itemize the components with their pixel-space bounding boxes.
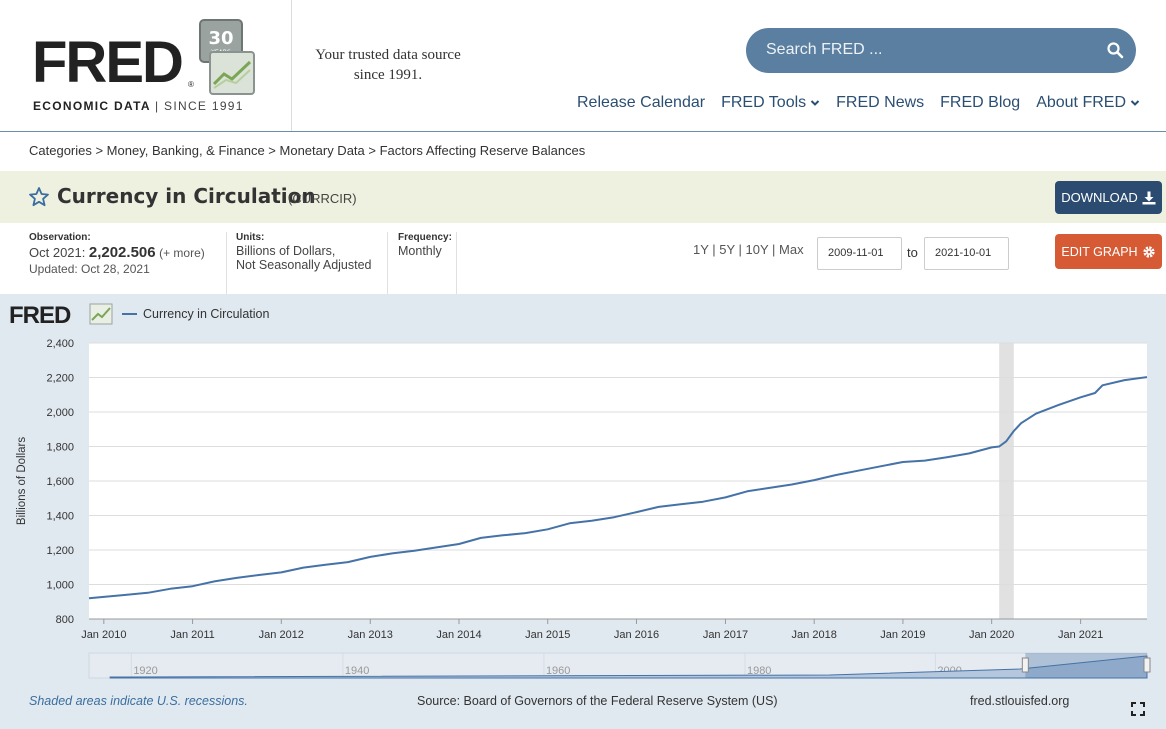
y-tick-label: 2,200 bbox=[46, 373, 74, 385]
units-block: Units: Billions of Dollars, Not Seasonal… bbox=[226, 232, 386, 294]
fred-logo[interactable]: FRED ® 30 YEARS ECONOMIC DATA | SINCE 19… bbox=[0, 0, 292, 131]
y-tick-label: 1,000 bbox=[46, 580, 74, 592]
main-nav: Release Calendar FRED Tools FRED News FR… bbox=[577, 94, 1140, 112]
start-date-input[interactable]: 2009-11-01 bbox=[817, 237, 902, 270]
navigator-selection bbox=[1025, 653, 1147, 678]
range-selector[interactable]: 1Y | 5Y | 10Y | Max bbox=[693, 242, 804, 257]
x-tick-label: Jan 2020 bbox=[969, 629, 1014, 641]
star-icon[interactable] bbox=[28, 186, 50, 208]
nav-fred-tools[interactable]: FRED Tools bbox=[721, 94, 820, 112]
fred-graph-icon bbox=[89, 303, 113, 325]
recession-note: Shaded areas indicate U.S. recessions. bbox=[29, 694, 248, 708]
x-tick-label: Jan 2017 bbox=[703, 629, 748, 641]
edit-graph-button[interactable]: EDIT GRAPH bbox=[1055, 234, 1162, 269]
y-tick-label: 1,400 bbox=[46, 511, 74, 523]
x-tick-label: Jan 2016 bbox=[614, 629, 659, 641]
y-axis-label: Billions of Dollars bbox=[16, 437, 28, 525]
navigator-label: 1960 bbox=[546, 665, 570, 677]
series-title-band: Currency in Circulation (CURRCIR) DOWNLO… bbox=[0, 171, 1166, 223]
navigator-series-area bbox=[109, 655, 1148, 679]
thirty-years-badge-icon: 30 YEARS bbox=[199, 19, 255, 95]
to-label: to bbox=[907, 245, 918, 260]
download-icon bbox=[1142, 191, 1156, 204]
line-chart[interactable]: 800 1,000 1,200 1,400 1,600 1,800 2,000 2,200 2,… bbox=[0, 294, 1166, 729]
registered-mark: ® bbox=[188, 80, 194, 89]
legend-label: Currency in Circulation bbox=[143, 307, 270, 321]
site-url[interactable]: fred.stlouisfed.org bbox=[970, 694, 1070, 708]
x-tick-label: Jan 2014 bbox=[436, 629, 481, 641]
observation-block: Observation: Oct 2021: 2,202.506 (+ more… bbox=[29, 232, 225, 294]
x-tick-label: Jan 2010 bbox=[81, 629, 126, 641]
legend-swatch bbox=[122, 313, 137, 315]
x-tick-label: Jan 2021 bbox=[1058, 629, 1103, 641]
y-tick-label: 2,400 bbox=[46, 338, 74, 350]
nav-fred-news[interactable]: FRED News bbox=[836, 94, 925, 111]
x-tick-label: Jan 2012 bbox=[259, 629, 304, 641]
fullscreen-icon[interactable] bbox=[1131, 702, 1145, 716]
navigator-label: 1920 bbox=[133, 665, 157, 677]
page-title: Currency in Circulation bbox=[57, 184, 316, 208]
graph-fred-logo: FRED bbox=[9, 302, 71, 329]
series-line-currency-in-circulation bbox=[88, 376, 1148, 600]
search-input[interactable]: Search FRED ... bbox=[746, 28, 1136, 73]
nav-release-calendar[interactable]: Release Calendar bbox=[577, 94, 706, 111]
observation-date: Oct 2021: bbox=[29, 245, 86, 260]
navigator-label: 1980 bbox=[747, 665, 771, 677]
x-tick-label: Jan 2011 bbox=[170, 629, 214, 641]
observation-value: 2,202.506 bbox=[88, 244, 156, 261]
logo-wordmark: FRED bbox=[32, 30, 184, 95]
graph-panel: 800 1,000 1,200 1,400 1,600 1,800 2,000 2,200 2,… bbox=[0, 294, 1166, 729]
series-meta: Observation: Oct 2021: 2,202.506 (+ more… bbox=[0, 224, 1166, 302]
gear-icon bbox=[1142, 245, 1155, 258]
tagline: Your trusted data source since 1991. bbox=[315, 47, 461, 83]
logo-subtitle: ECONOMIC DATA | SINCE 1991 bbox=[33, 99, 244, 113]
frequency-block: Frequency: Monthly bbox=[387, 232, 457, 302]
source-note: Source: Board of Governors of the Federa… bbox=[417, 694, 778, 708]
download-button[interactable]: DOWNLOAD bbox=[1055, 181, 1162, 214]
y-tick-label: 1,800 bbox=[46, 442, 74, 454]
y-tick-label: 1,600 bbox=[46, 476, 74, 488]
breadcrumb[interactable]: Categories > Money, Banking, & Finance >… bbox=[29, 143, 586, 158]
nav-about-fred[interactable]: About FRED bbox=[1036, 94, 1140, 112]
x-tick-label: Jan 2013 bbox=[348, 629, 393, 641]
navigator-handle[interactable] bbox=[1021, 657, 1029, 673]
chevron-down-icon bbox=[810, 100, 820, 106]
chart-legend: Currency in Circulation bbox=[122, 307, 269, 321]
svg-text:30: 30 bbox=[208, 28, 233, 49]
search-placeholder: Search FRED ... bbox=[766, 41, 883, 58]
y-tick-label: 1,200 bbox=[46, 545, 74, 557]
nav-fred-blog[interactable]: FRED Blog bbox=[940, 94, 1021, 111]
x-tick-label: Jan 2019 bbox=[880, 629, 925, 641]
x-tick-label: Jan 2018 bbox=[792, 629, 837, 641]
y-tick-label: 2,000 bbox=[46, 407, 74, 419]
site-header: FRED ® 30 YEARS ECONOMIC DATA | SINCE 19… bbox=[0, 0, 1166, 132]
search-icon[interactable] bbox=[1106, 41, 1124, 59]
navigator-label: 1940 bbox=[345, 665, 369, 677]
end-date-input[interactable]: 2021-10-01 bbox=[924, 237, 1009, 270]
navigator-handle[interactable] bbox=[1143, 657, 1151, 673]
more-observations-link[interactable]: (+ more) bbox=[159, 246, 205, 260]
series-code: (CURRCIR) bbox=[288, 191, 357, 206]
y-tick-label: 800 bbox=[56, 614, 74, 626]
x-tick-label: Jan 2015 bbox=[525, 629, 570, 641]
chevron-down-icon bbox=[1130, 100, 1140, 106]
updated-date: Updated: Oct 28, 2021 bbox=[29, 262, 150, 276]
